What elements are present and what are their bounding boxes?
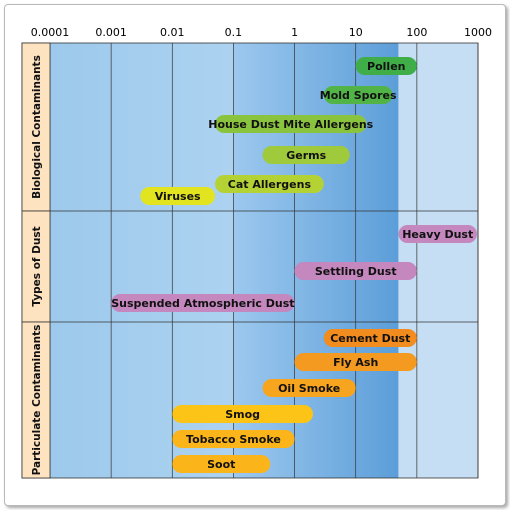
x-tick-label: 10	[349, 26, 363, 39]
range-bar-label: Fly Ash	[333, 356, 378, 369]
group-label: Particulate Contaminants	[31, 325, 43, 476]
range-bar-label: Smog	[225, 408, 260, 421]
range-bar-shape	[323, 86, 393, 104]
range-bar: Suspended Atmospheric Dust	[111, 294, 295, 312]
range-bar-shape	[294, 353, 417, 371]
range-bar-label: Mold Spores	[320, 89, 397, 102]
range-bar-shape	[215, 115, 367, 133]
range-bar: Viruses	[140, 187, 216, 205]
x-tick-label: 1	[291, 26, 298, 39]
range-bar-label: House Dust Mite Allergens	[208, 118, 373, 131]
range-bar: Mold Spores	[320, 86, 397, 104]
range-bar: Soot	[172, 455, 271, 473]
range-bar-shape	[323, 329, 417, 347]
range-bar-label: Settling Dust	[315, 265, 397, 278]
range-bar-label: Cement Dust	[330, 332, 410, 345]
x-tick-label: 0.1	[225, 26, 243, 39]
range-bar-shape	[172, 455, 271, 473]
x-tick-label: 0.01	[160, 26, 185, 39]
range-bar-shape	[398, 225, 477, 243]
group-label: Biological Contaminants	[31, 55, 43, 199]
range-bar: Heavy Dust	[398, 225, 477, 243]
x-tick-label: 0.001	[95, 26, 127, 39]
range-bar: Oil Smoke	[262, 379, 356, 397]
range-bar-label: Oil Smoke	[278, 382, 340, 395]
range-bar: House Dust Mite Allergens	[208, 115, 374, 133]
range-bar-shape	[111, 294, 295, 312]
range-bar-shape	[262, 379, 356, 397]
range-bar-label: Pollen	[367, 60, 405, 73]
range-bar-shape	[172, 430, 295, 448]
range-bar-label: Cat Allergens	[228, 178, 312, 191]
range-bar-label: Heavy Dust	[402, 228, 473, 241]
range-bar-shape	[172, 405, 313, 423]
range-bar-shape	[262, 146, 350, 164]
range-bar: Pollen	[355, 57, 417, 75]
x-tick-label: 100	[406, 26, 427, 39]
range-bar: Fly Ash	[294, 353, 417, 371]
range-bar-label: Viruses	[155, 190, 201, 203]
range-bar-label: Tobacco Smoke	[186, 433, 281, 446]
range-bar: Smog	[172, 405, 313, 423]
range-bar: Cat Allergens	[215, 175, 324, 193]
range-bar-label: Soot	[207, 458, 235, 471]
x-tick-label: 1000	[464, 26, 492, 39]
range-bar-shape	[294, 262, 417, 280]
range-bar-label: Suspended Atmospheric Dust	[111, 297, 294, 310]
range-bar: Germs	[262, 146, 350, 164]
range-bar-shape	[215, 175, 324, 193]
range-bar: Tobacco Smoke	[172, 430, 295, 448]
group-label-cell	[21, 321, 51, 479]
x-tick-label: 0.0001	[31, 26, 70, 39]
background-band	[398, 43, 478, 478]
range-bar: Cement Dust	[323, 329, 417, 347]
group-label: Types of Dust	[31, 226, 43, 306]
range-bar-shape	[355, 57, 417, 75]
range-bar: Settling Dust	[294, 262, 417, 280]
group-label-cell	[21, 42, 51, 212]
range-bar-label: Germs	[286, 149, 326, 162]
range-bar-shape	[140, 187, 216, 205]
